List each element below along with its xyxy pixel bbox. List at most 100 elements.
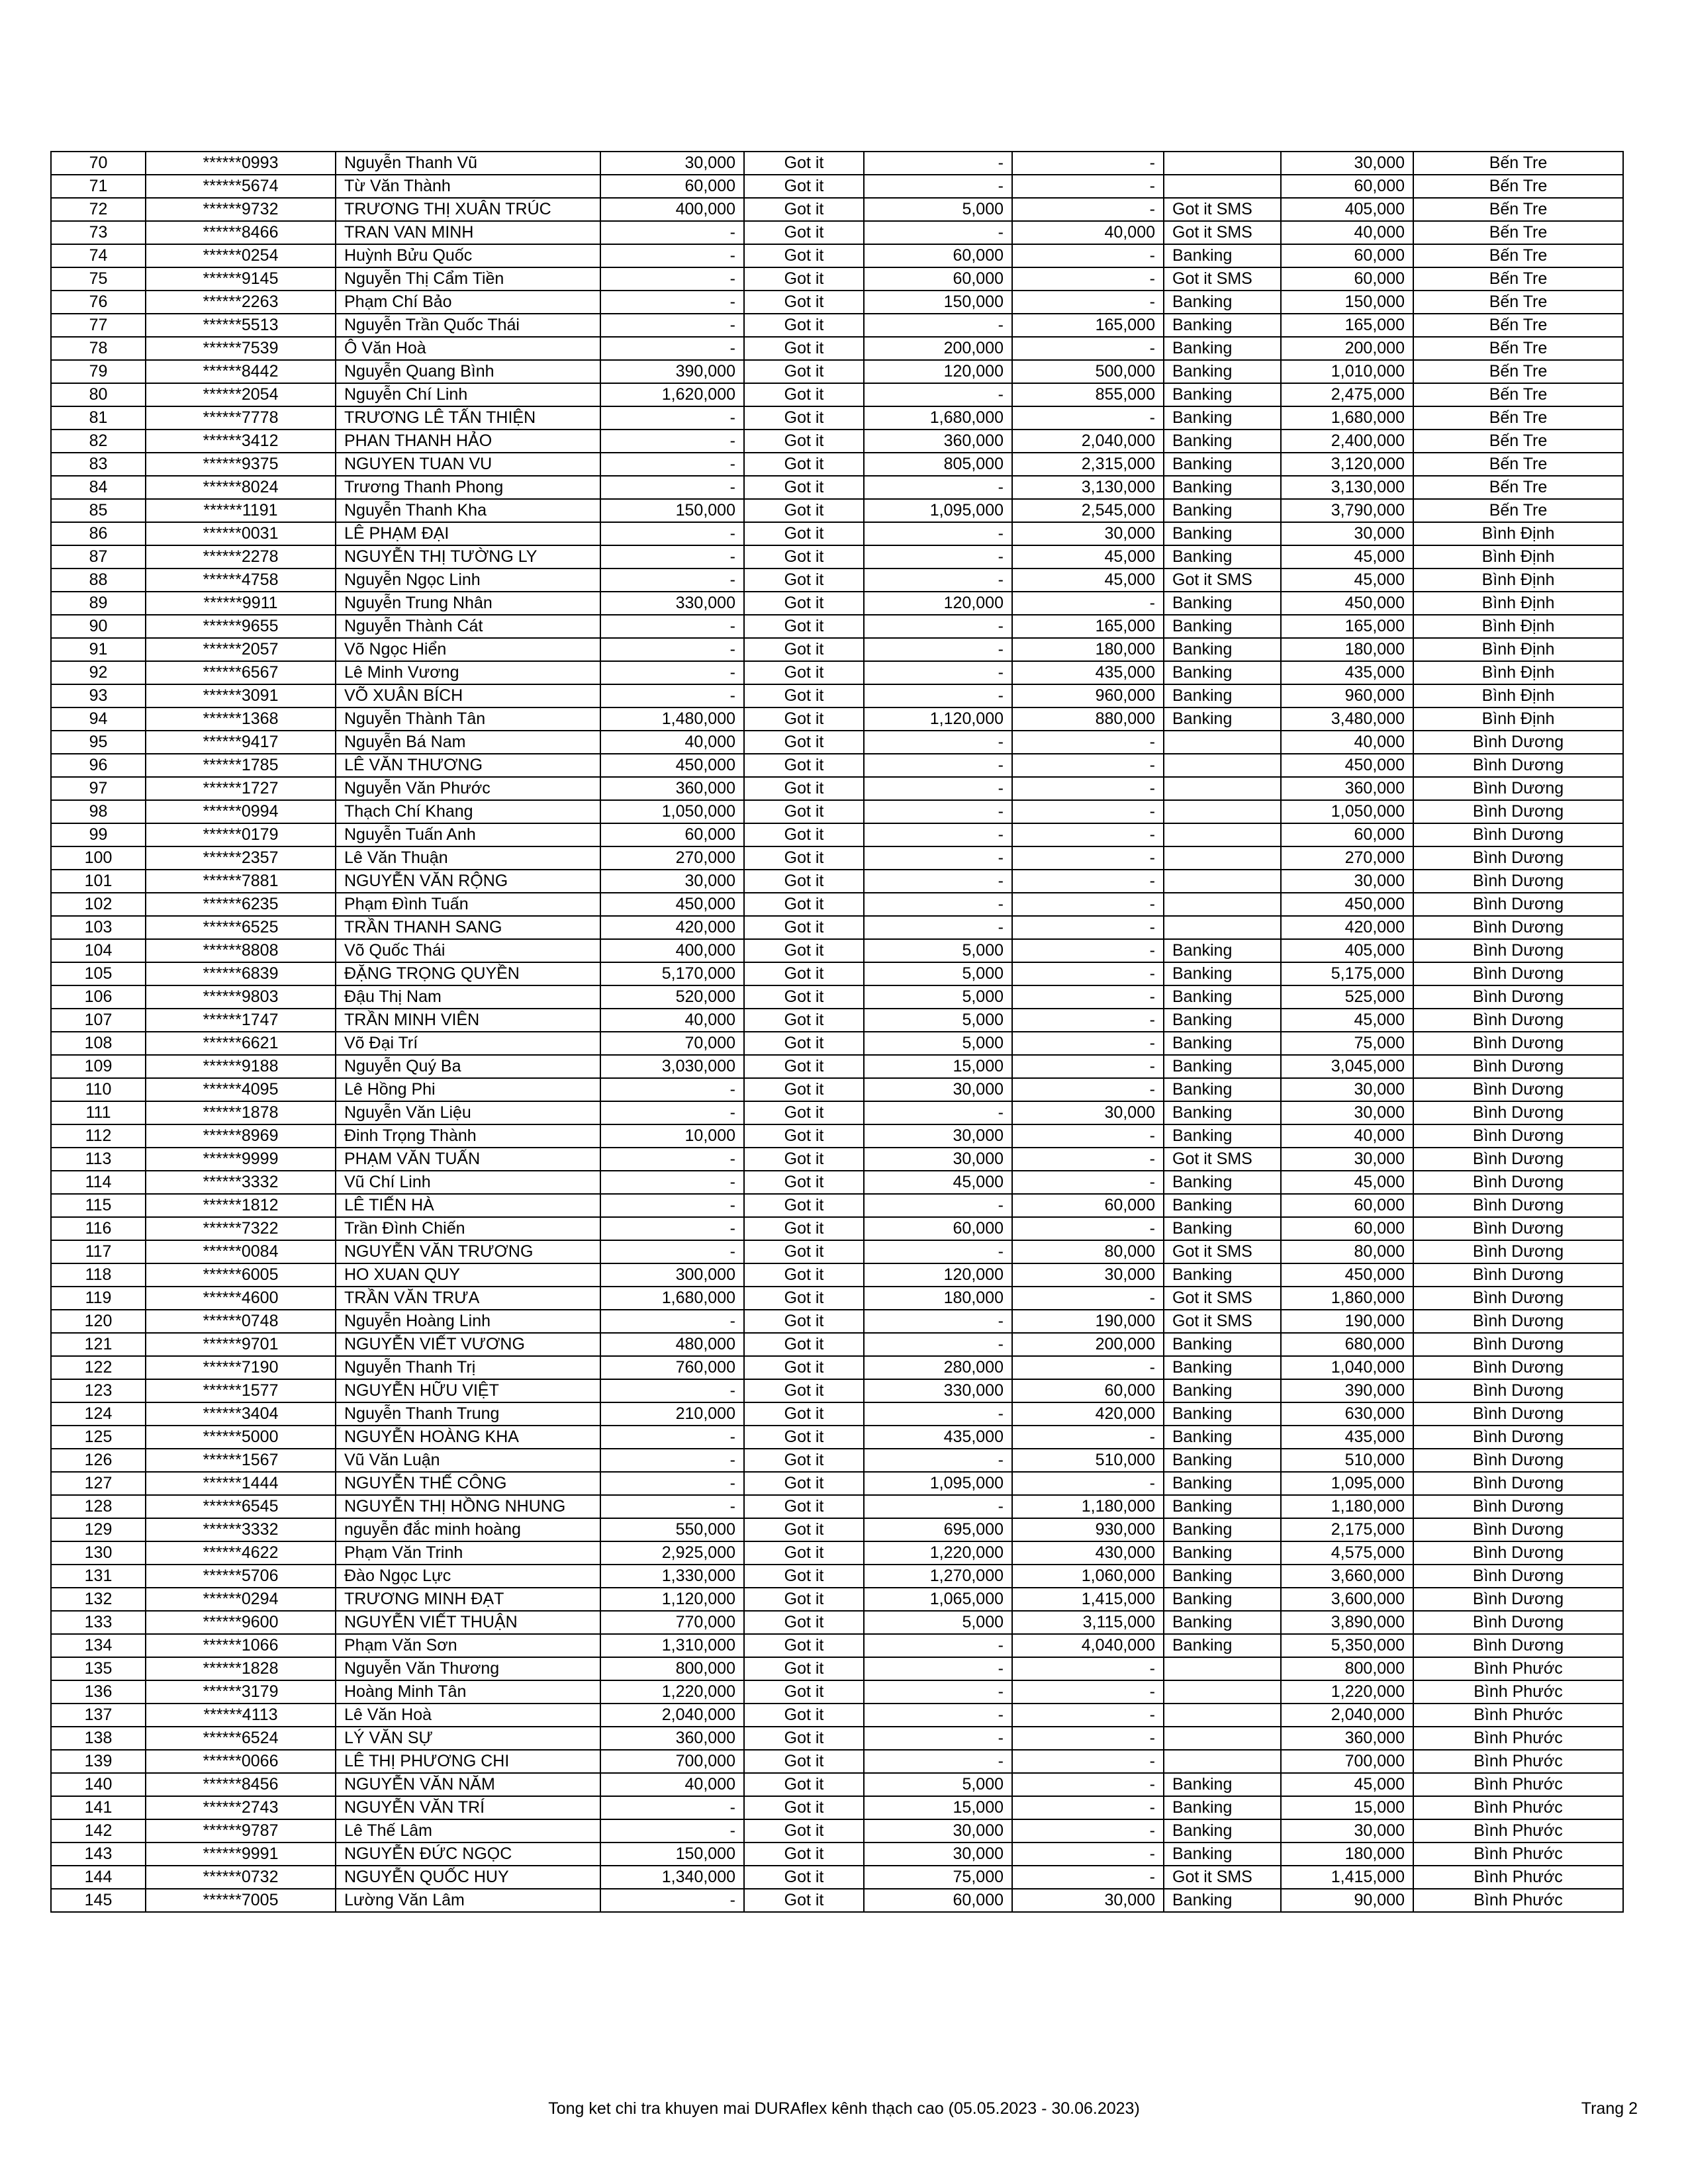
customer-name-cell: Trần Đình Chiến (335, 1216, 601, 1241)
phone-number-cell: ******9701 (145, 1332, 336, 1357)
phone-number-cell: ******3332 (145, 1518, 336, 1542)
payment-method-cell: Banking (1163, 1541, 1282, 1565)
row-number-cell: 84 (50, 475, 146, 500)
customer-name-cell: NGUYỄN THỊ HỒNG NHUNG (335, 1494, 601, 1519)
amount-2-cell: - (863, 730, 1013, 754)
province-cell: Bình Dương (1413, 799, 1624, 824)
phone-number-cell: ******5000 (145, 1425, 336, 1449)
payment-method-cell: Banking (1163, 1077, 1282, 1102)
amount-3-cell: 200,000 (1011, 1332, 1164, 1357)
payout-table: 70 ******0993 Nguyễn Thanh Vũ 30,000 Got it -… (50, 151, 1624, 1913)
phone-number-cell: ******7881 (145, 869, 336, 893)
table-row: 116 ******7322 Trần Đình Chiến - Got it 60,00… (50, 1216, 1624, 1241)
amount-3-cell: 1,060,000 (1011, 1564, 1164, 1588)
gift-status-cell: Got it (743, 869, 865, 893)
amount-1-cell: - (600, 1240, 745, 1264)
gift-status-cell: Got it (743, 1726, 865, 1751)
province-cell: Bình Dương (1413, 869, 1624, 893)
amount-2-cell: 1,095,000 (863, 498, 1013, 523)
row-number-cell: 125 (50, 1425, 146, 1449)
province-cell: Bình Định (1413, 522, 1624, 546)
customer-name-cell: Từ Văn Thành (335, 174, 601, 199)
amount-2-cell: 695,000 (863, 1518, 1013, 1542)
phone-number-cell: ******6524 (145, 1726, 336, 1751)
amount-1-cell: 30,000 (600, 869, 745, 893)
row-number-cell: 109 (50, 1054, 146, 1079)
customer-name-cell: PHẠM VĂN TUẤN (335, 1147, 601, 1171)
amount-2-cell: 805,000 (863, 452, 1013, 477)
customer-name-cell: NGUYỄN VIẾT THUẬN (335, 1610, 601, 1635)
table-row: 106 ******9803 Đậu Thị Nam 520,000 Got it 5,0… (50, 985, 1624, 1009)
amount-3-cell: - (1011, 1865, 1164, 1889)
province-cell: Bình Phước (1413, 1772, 1624, 1797)
table-row: 77 ******5513 Nguyễn Trần Quốc Thái - Got it… (50, 313, 1624, 338)
total-amount-cell: 680,000 (1280, 1332, 1414, 1357)
province-cell: Bình Định (1413, 568, 1624, 592)
gift-status-cell: Got it (743, 1888, 865, 1913)
amount-3-cell: - (1011, 244, 1164, 268)
amount-3-cell: 4,040,000 (1011, 1633, 1164, 1658)
gift-status-cell: Got it (743, 799, 865, 824)
payment-method-cell (1163, 730, 1282, 754)
amount-3-cell: 930,000 (1011, 1518, 1164, 1542)
province-cell: Bến Tre (1413, 197, 1624, 222)
customer-name-cell: NGUYỄN QUỐC HUY (335, 1865, 601, 1889)
table-row: 125 ******5000 NGUYỄN HOÀNG KHA - Got it 435,… (50, 1425, 1624, 1449)
province-cell: Bình Dương (1413, 1147, 1624, 1171)
amount-1-cell: 270,000 (600, 846, 745, 870)
row-number-cell: 113 (50, 1147, 146, 1171)
amount-3-cell: 30,000 (1011, 522, 1164, 546)
amount-1-cell: 360,000 (600, 1726, 745, 1751)
customer-name-cell: Phạm Văn Trinh (335, 1541, 601, 1565)
total-amount-cell: 3,045,000 (1280, 1054, 1414, 1079)
amount-2-cell: - (863, 475, 1013, 500)
customer-name-cell: Võ Ngọc Hiển (335, 637, 601, 662)
table-row: 97 ******1727 Nguyễn Văn Phước 360,000 Got i… (50, 776, 1624, 801)
row-number-cell: 77 (50, 313, 146, 338)
payment-method-cell: Got it SMS (1163, 1286, 1282, 1310)
province-cell: Bình Dương (1413, 1332, 1624, 1357)
row-number-cell: 94 (50, 707, 146, 731)
payment-method-cell: Banking (1163, 545, 1282, 569)
gift-status-cell: Got it (743, 1193, 865, 1218)
customer-name-cell: TRẦN MINH VIÊN (335, 1008, 601, 1032)
total-amount-cell: 270,000 (1280, 846, 1414, 870)
total-amount-cell: 1,415,000 (1280, 1865, 1414, 1889)
customer-name-cell: Hoàng Minh Tân (335, 1680, 601, 1704)
total-amount-cell: 3,120,000 (1280, 452, 1414, 477)
customer-name-cell: NGUYỄN VĂN RỘNG (335, 869, 601, 893)
customer-name-cell: LÊ PHẠM ĐẠI (335, 522, 601, 546)
amount-2-cell: 5,000 (863, 985, 1013, 1009)
payment-method-cell: Banking (1163, 244, 1282, 268)
payment-method-cell: Banking (1163, 938, 1282, 963)
table-row: 134 ******1066 Phạm Văn Sơn 1,310,000 Got it… (50, 1633, 1624, 1658)
payment-method-cell (1163, 823, 1282, 847)
province-cell: Bình Định (1413, 684, 1624, 708)
table-row: 141 ******2743 NGUYỄN VĂN TRÍ - Got it 15,000… (50, 1796, 1624, 1820)
table-row: 72 ******9732 TRƯƠNG THỊ XUÂN TRÚC 400,000 G… (50, 197, 1624, 222)
row-number-cell: 140 (50, 1772, 146, 1797)
row-number-cell: 132 (50, 1587, 146, 1612)
amount-3-cell: - (1011, 1008, 1164, 1032)
table-row: 111 ******1878 Nguyễn Văn Liệu - Got it -30,0… (50, 1101, 1624, 1125)
amount-2-cell: - (863, 1657, 1013, 1681)
row-number-cell: 97 (50, 776, 146, 801)
row-number-cell: 135 (50, 1657, 146, 1681)
table-row: 107 ******1747 TRẦN MINH VIÊN 40,000 Got it 5… (50, 1008, 1624, 1032)
gift-status-cell: Got it (743, 1170, 865, 1195)
table-row: 85 ******1191 Nguyễn Thanh Kha 150,000 Got i… (50, 498, 1624, 523)
phone-number-cell: ******0748 (145, 1309, 336, 1334)
amount-3-cell: 45,000 (1011, 545, 1164, 569)
payment-method-cell: Got it SMS (1163, 1309, 1282, 1334)
row-number-cell: 123 (50, 1379, 146, 1403)
province-cell: Bình Dương (1413, 1008, 1624, 1032)
phone-number-cell: ******0254 (145, 244, 336, 268)
row-number-cell: 139 (50, 1749, 146, 1774)
row-number-cell: 99 (50, 823, 146, 847)
table-row: 109 ******9188 Nguyễn Quý Ba 3,030,000 Got i… (50, 1054, 1624, 1079)
amount-2-cell: 1,270,000 (863, 1564, 1013, 1588)
amount-1-cell: - (600, 244, 745, 268)
province-cell: Bến Tre (1413, 336, 1624, 361)
customer-name-cell: VÕ XUÂN BÍCH (335, 684, 601, 708)
amount-1-cell: 330,000 (600, 591, 745, 615)
